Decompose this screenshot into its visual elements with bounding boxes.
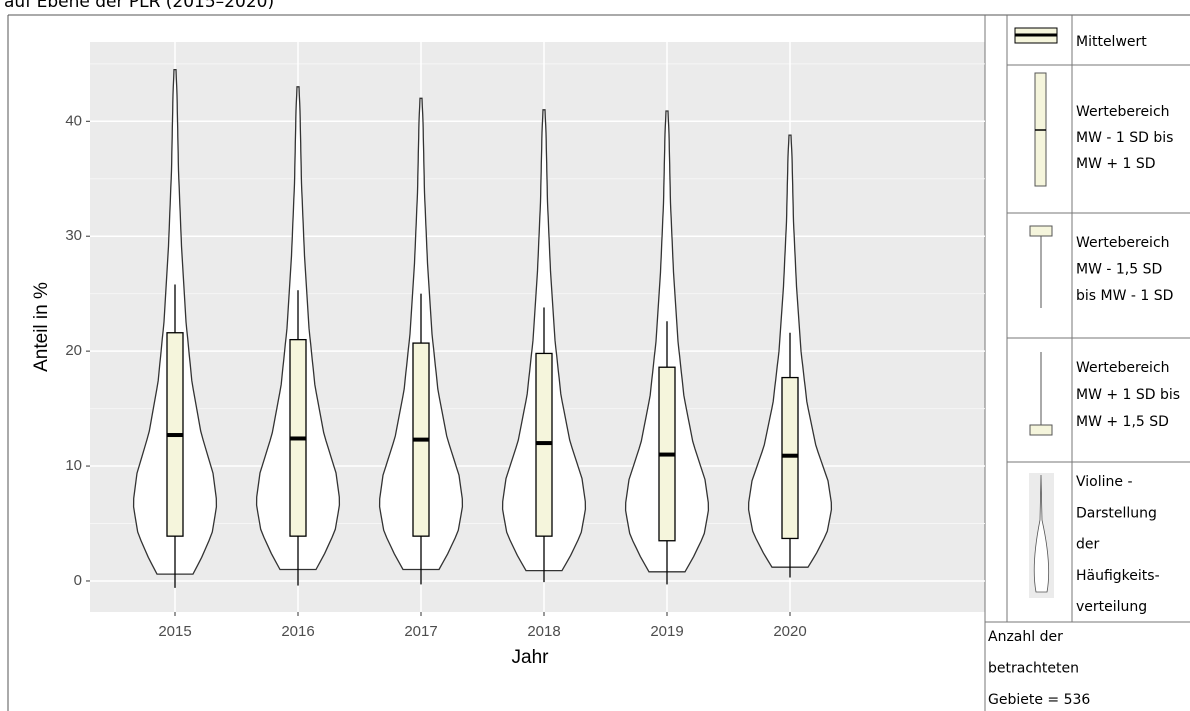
y-tick-label: 30 [65, 227, 82, 244]
x-tick-label: 2015 [158, 623, 191, 640]
legend-note: Anzahl der [988, 629, 1063, 645]
sd-box [781, 376, 799, 540]
y-axis-label: Anteil in % [31, 282, 52, 372]
legend-text: MW - 1 SD bis [1076, 130, 1173, 146]
chart-title: auf Ebene der PLR (2015–2020) [4, 0, 274, 12]
legend-icons [1014, 27, 1058, 598]
legend [984, 15, 1190, 711]
x-tick-label: 2020 [773, 623, 806, 640]
y-tick-label: 20 [65, 342, 82, 359]
legend-note: betrachteten [988, 661, 1079, 677]
legend-text: bis MW - 1 SD [1076, 288, 1173, 304]
legend-text: Wertebereich [1076, 235, 1170, 251]
legend-text: Darstellung [1076, 505, 1157, 521]
y-tick-label: 0 [74, 572, 82, 589]
legend-icon-box [1029, 225, 1053, 237]
legend-text: Häufigkeits- [1076, 568, 1160, 584]
x-tick-label: 2016 [281, 623, 314, 640]
x-tick-label: 2018 [527, 623, 560, 640]
legend-text: Violine - [1076, 474, 1133, 490]
legend-text: MW + 1 SD [1076, 156, 1156, 172]
legend-text: MW + 1 SD bis [1076, 387, 1180, 403]
x-axis-label: Jahr [512, 647, 550, 668]
legend-text: verteilung [1076, 599, 1147, 615]
legend-text: der [1076, 537, 1100, 553]
legend-text: Wertebereich [1076, 104, 1170, 120]
y-tick-label: 10 [65, 457, 82, 474]
legend-text: MW + 1,5 SD [1076, 414, 1169, 430]
legend-icon-box [1029, 424, 1053, 436]
legend-text: MW - 1,5 SD [1076, 262, 1162, 278]
legend-text: Mittelwert [1076, 34, 1147, 50]
y-tick-label: 40 [65, 112, 82, 129]
x-tick-label: 2019 [650, 623, 683, 640]
legend-icon-violin [1033, 474, 1050, 593]
legend-text: Wertebereich [1076, 360, 1170, 376]
legend-note: Gebiete = 536 [988, 692, 1090, 708]
x-tick-label: 2017 [404, 623, 437, 640]
